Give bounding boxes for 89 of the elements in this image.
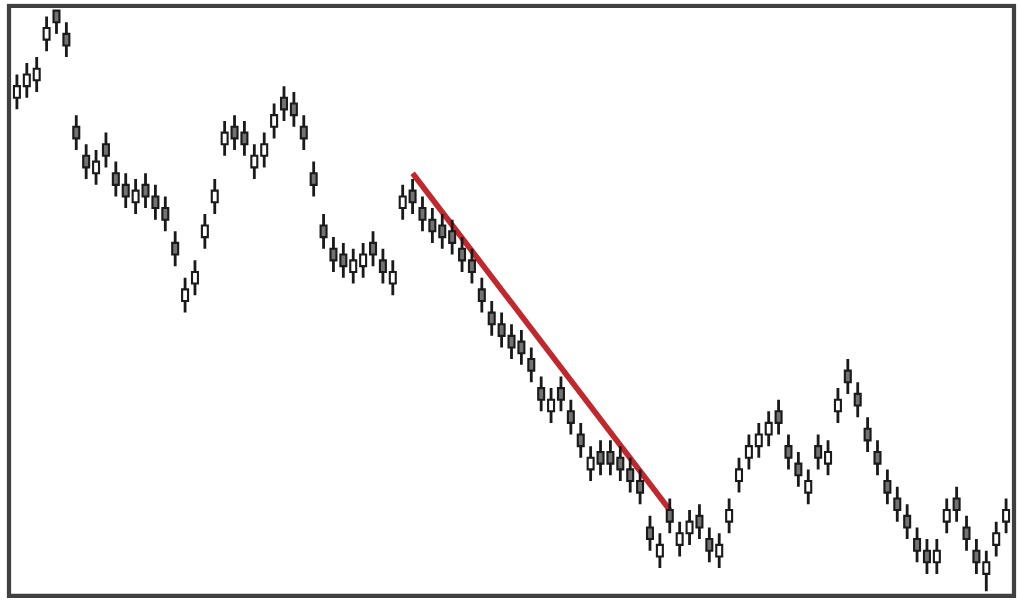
candlestick — [616, 444, 625, 483]
candlestick — [537, 375, 546, 413]
candlestick — [734, 456, 744, 495]
candlestick — [725, 497, 734, 535]
candlestick — [566, 398, 575, 436]
candlestick — [952, 485, 961, 524]
candlestick — [754, 421, 763, 460]
candlestick — [992, 520, 1001, 558]
candlestick — [636, 467, 645, 506]
candlestick — [477, 276, 486, 315]
candlestick — [942, 497, 951, 535]
candlestick — [408, 177, 417, 216]
candlestick — [645, 514, 655, 553]
candlestick — [22, 61, 31, 100]
candlestick — [853, 380, 862, 419]
candlestick — [388, 258, 397, 297]
candlestick — [52, 9, 61, 36]
candlestick — [527, 346, 536, 384]
candlestick — [438, 212, 447, 251]
candlestick — [1002, 497, 1011, 535]
candlestick — [705, 526, 714, 564]
candlestick — [121, 171, 130, 210]
candlestick — [309, 160, 318, 198]
candlestick — [32, 55, 41, 94]
candlestick — [843, 357, 852, 396]
candlestick — [893, 485, 902, 524]
candlestick — [982, 549, 991, 593]
candlestick — [279, 84, 289, 123]
candlestick — [200, 212, 209, 251]
candlestick — [289, 90, 298, 129]
candlestick — [962, 514, 971, 553]
candlestick — [794, 450, 803, 489]
candlestick — [210, 177, 219, 216]
candlestick — [418, 195, 427, 233]
candlestick — [299, 113, 308, 152]
candlestick — [764, 409, 773, 448]
candlestick — [339, 241, 348, 280]
candlestick — [359, 241, 368, 280]
candlestick — [458, 235, 467, 274]
candlestick — [873, 438, 882, 477]
candlestick — [448, 218, 457, 256]
candlestick — [101, 131, 110, 169]
candlestick — [665, 497, 674, 535]
candlestick — [784, 433, 793, 471]
candlestick — [250, 142, 259, 181]
candlestick — [319, 212, 328, 251]
candlestick — [972, 537, 981, 576]
candlestick — [42, 15, 51, 53]
candlestick — [922, 537, 931, 576]
candlestick — [181, 276, 190, 315]
candlestick — [487, 299, 496, 338]
candlestick — [883, 467, 892, 506]
candlestick — [804, 467, 813, 506]
candlestick — [92, 148, 101, 187]
candlestick — [12, 73, 21, 111]
candlestick — [190, 258, 199, 297]
candlestick — [270, 102, 279, 140]
candlestick — [913, 526, 922, 564]
candlestick — [586, 444, 595, 483]
candlestick — [349, 247, 358, 285]
candlestick — [62, 20, 71, 59]
candlestick — [824, 438, 833, 477]
candlestick — [814, 433, 823, 471]
candlestick — [833, 386, 842, 425]
candlestick — [863, 415, 872, 454]
candlestick — [774, 398, 783, 436]
candlestick — [111, 160, 120, 198]
candlestick — [220, 119, 229, 158]
candlestick — [675, 520, 684, 558]
candlestick — [576, 421, 585, 460]
candlestick — [368, 229, 378, 268]
candlestick — [715, 531, 724, 570]
candlestick — [903, 502, 912, 541]
candlestick — [655, 531, 664, 570]
candlestick — [556, 375, 565, 413]
candlestick — [547, 386, 556, 425]
candlestick — [428, 206, 437, 245]
candlestick — [171, 229, 180, 268]
candlestick — [161, 195, 170, 233]
candlestick — [932, 537, 941, 576]
candlestick — [72, 113, 81, 152]
candlestick — [329, 235, 338, 274]
candlestick — [398, 183, 407, 222]
candlestick — [82, 142, 91, 181]
candlestick — [744, 433, 753, 471]
candlestick — [260, 131, 269, 169]
candlestick — [467, 247, 476, 285]
candlestick — [378, 247, 387, 285]
candlestick — [626, 456, 635, 495]
